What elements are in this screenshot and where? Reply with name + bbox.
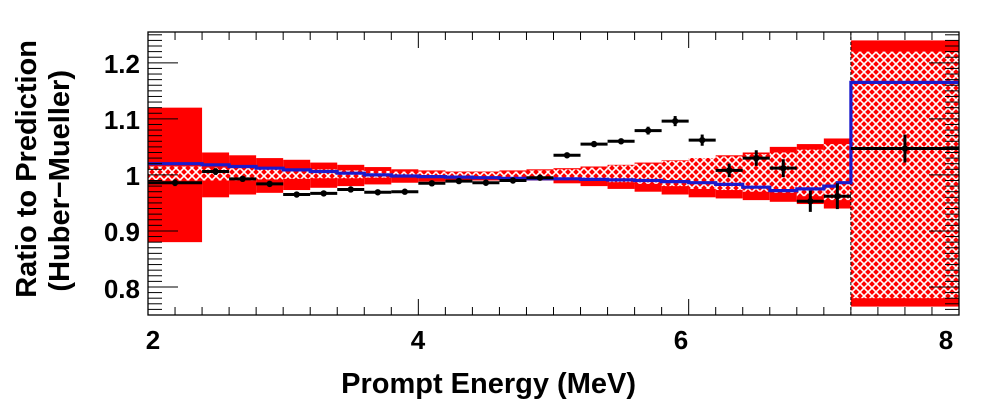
data-point	[499, 177, 527, 184]
y-tick-label: 1.1	[104, 105, 140, 135]
y-tick-label: 0.9	[104, 217, 140, 247]
data-point	[445, 177, 473, 185]
data-point	[202, 168, 230, 175]
data-point	[823, 183, 851, 210]
data-point	[634, 126, 662, 135]
data-point	[553, 152, 581, 159]
data-marker	[482, 179, 490, 186]
x-axis-title: Prompt Energy (MeV)	[341, 368, 636, 400]
band-inner-bin	[472, 172, 500, 177]
data-marker	[807, 198, 814, 205]
band-inner-bin	[526, 170, 554, 178]
band-inner-bin	[607, 165, 635, 183]
data-marker	[644, 127, 652, 134]
data-point	[769, 159, 797, 178]
band-inner-bin	[283, 169, 311, 179]
uncertainty-band	[148, 40, 959, 307]
data-point	[607, 138, 635, 145]
data-point	[688, 134, 716, 146]
x-tick-label: 6	[674, 325, 688, 355]
data-marker	[171, 179, 179, 186]
data-point	[148, 179, 203, 187]
data-marker	[590, 140, 598, 148]
data-marker	[834, 192, 841, 200]
data-marker	[401, 188, 409, 195]
data-point	[283, 191, 311, 198]
data-marker	[901, 145, 909, 152]
band-inner-bin	[256, 168, 284, 180]
data-marker	[536, 174, 544, 181]
y-tick-labels: 0.8 0.9 1 1.1 1.2	[104, 49, 140, 304]
data-point	[310, 190, 338, 197]
data-points	[148, 116, 959, 212]
data-point	[337, 186, 365, 193]
data-marker	[563, 152, 571, 159]
data-point	[715, 163, 743, 178]
data-marker	[753, 154, 760, 162]
data-point	[472, 179, 500, 186]
y-tick-label: 1.2	[104, 49, 140, 79]
band-inner-bin	[580, 167, 608, 181]
x-tick-label: 8	[939, 325, 953, 355]
data-marker	[212, 168, 219, 175]
data-point	[526, 174, 554, 181]
data-marker	[455, 177, 463, 185]
y-tick-label: 0.8	[104, 274, 140, 304]
data-point	[391, 188, 419, 195]
data-marker	[780, 164, 787, 172]
band-inner-bin	[148, 166, 203, 181]
data-point	[742, 150, 770, 166]
x-tick-label: 4	[411, 325, 426, 355]
x-tick-label: 2	[146, 325, 160, 355]
data-marker	[347, 186, 354, 193]
band-inner-bin	[445, 172, 473, 177]
data-point	[796, 190, 824, 212]
data-point	[418, 180, 446, 187]
data-marker	[617, 138, 625, 145]
data-marker	[293, 191, 300, 198]
data-marker	[239, 175, 246, 183]
band-inner-bin	[391, 171, 419, 178]
data-point	[580, 140, 608, 148]
data-marker	[698, 136, 706, 144]
data-marker	[266, 180, 273, 188]
data-marker	[671, 117, 679, 125]
y-tick-label: 1	[126, 161, 140, 191]
x-tick-labels: 2 4 6 8	[146, 325, 953, 355]
band-inner-bin	[634, 163, 662, 184]
data-point	[256, 180, 284, 188]
axis-ticks	[147, 32, 960, 315]
data-point	[661, 116, 689, 127]
band-inner-bin	[499, 171, 527, 178]
band-inner-bin	[418, 171, 446, 178]
band-inner-bin	[553, 169, 581, 180]
y-axis-title-line2: (Huber−Mueller)	[44, 70, 76, 292]
data-marker	[374, 189, 381, 196]
band-inner-bin	[310, 169, 338, 179]
y-axis-title-line1: Ratio to Prediction	[11, 40, 43, 298]
data-marker	[726, 167, 733, 174]
data-marker	[509, 177, 517, 184]
data-marker	[428, 180, 436, 187]
data-point	[229, 175, 257, 183]
data-point	[364, 189, 392, 196]
data-point	[850, 134, 959, 163]
data-marker	[320, 190, 327, 197]
